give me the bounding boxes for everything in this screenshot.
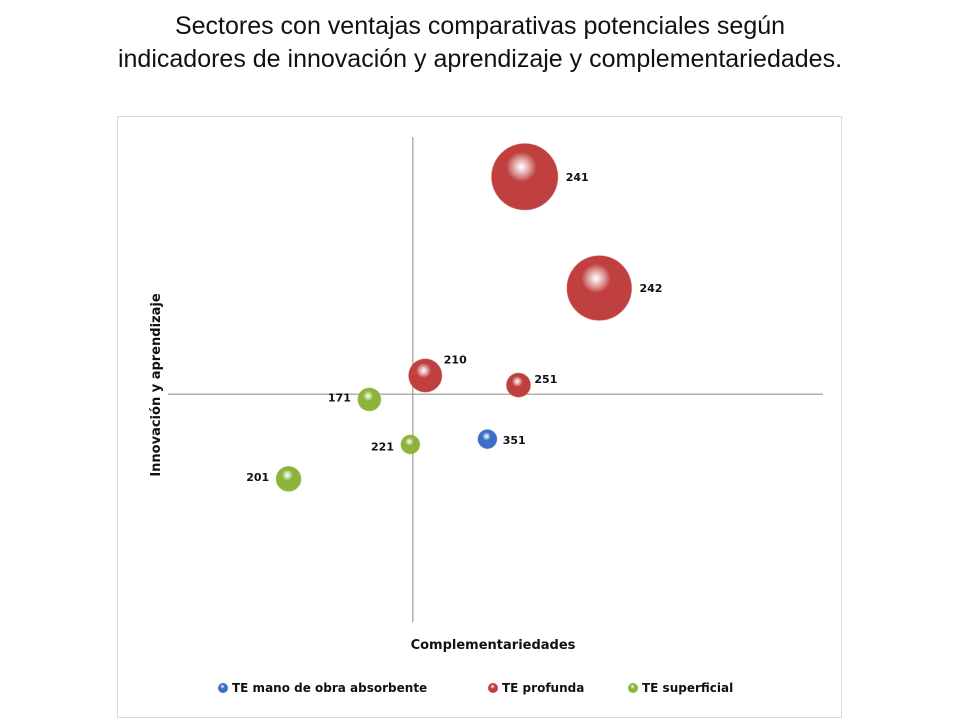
- title-line-2: indicadores de innovación y aprendizaje …: [117, 45, 843, 73]
- chart-area: 351 241 242 210 251 171 221 201 Complementaried…: [117, 116, 842, 718]
- data-label-210: 210: [444, 354, 467, 367]
- bubble-171: [357, 387, 382, 412]
- data-label-171: 171: [328, 391, 351, 404]
- legend-label-1: TE profunda: [502, 681, 584, 695]
- y-axis-title: Innovación y aprendizaje: [149, 293, 164, 477]
- title-line-1: Sectores con ventajas comparativas poten…: [174, 12, 786, 40]
- bubble-242: [566, 255, 632, 321]
- data-label-251: 251: [534, 373, 557, 386]
- data-label-351: 351: [503, 434, 526, 447]
- legend: TE mano de obra absorbente TE profunda TE …: [218, 681, 733, 695]
- bubble-241: [491, 143, 559, 211]
- legend-label-2: TE superficial: [642, 681, 733, 695]
- bubble-210: [408, 358, 443, 393]
- data-label-242: 242: [639, 282, 662, 295]
- legend-marker-0: [218, 683, 228, 693]
- legend-marker-1: [488, 683, 498, 693]
- legend-marker-2: [628, 683, 638, 693]
- legend-label-0: TE mano de obra absorbente: [232, 681, 427, 695]
- data-label-201: 201: [246, 471, 269, 484]
- bubble-251: [506, 372, 531, 398]
- data-label-221: 221: [371, 440, 394, 453]
- bubble-351: [477, 429, 498, 449]
- bubble-221: [400, 434, 421, 455]
- bubble-chart: 351 241 242 210 251 171 221 201 Complementaried…: [149, 137, 823, 695]
- bubble-201: [275, 466, 302, 492]
- page-title: Sectores con ventajas comparativas poten…: [0, 10, 960, 76]
- data-label-241: 241: [566, 171, 589, 184]
- x-axis-title: Complementariedades: [411, 638, 576, 653]
